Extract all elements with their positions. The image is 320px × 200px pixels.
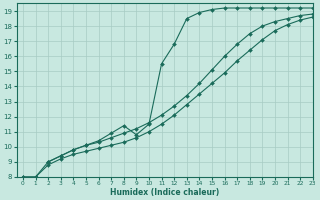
X-axis label: Humidex (Indice chaleur): Humidex (Indice chaleur) [110,188,219,197]
